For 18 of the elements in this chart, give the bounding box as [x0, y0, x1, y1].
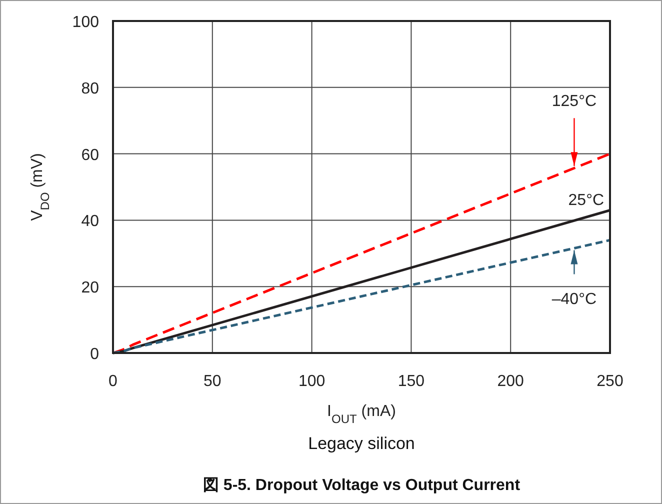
x-tick-label: 0 — [108, 373, 118, 390]
y-tick-label: 40 — [81, 213, 100, 230]
legend-label: –40°C — [552, 291, 597, 308]
x-tick-label: 200 — [497, 373, 524, 390]
y-tick-label: 60 — [81, 146, 100, 164]
x-tick-label: 50 — [204, 373, 222, 390]
x-tick-label: 150 — [398, 373, 425, 390]
series-label: 25°C — [568, 192, 604, 210]
x-tick-label: 100 — [298, 373, 326, 390]
x-tick-label: 250 — [596, 373, 624, 390]
y-tick-label: 100 — [72, 14, 100, 31]
y-tick-label: 20 — [81, 280, 100, 297]
text: Legacy silicon — [308, 434, 415, 453]
x-axis-title: I$_{OUT}$ (mA) — [327, 403, 396, 426]
y-tick-label: 0 — [90, 346, 100, 363]
text: 図 5-5. Dropout Voltage vs Output Current — [202, 477, 521, 494]
y-tick-label: 80 — [81, 80, 100, 98]
text: 125°C — [552, 93, 597, 110]
